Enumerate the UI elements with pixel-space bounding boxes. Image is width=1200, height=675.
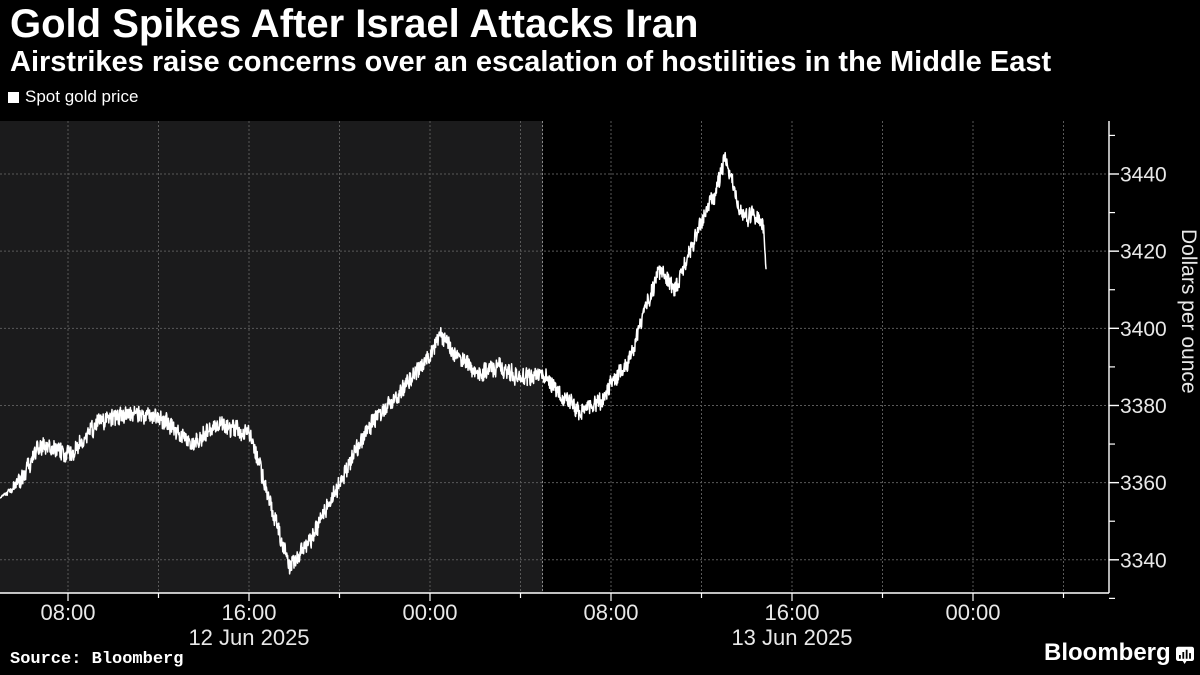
svg-text:16:00: 16:00 [764,600,819,625]
svg-text:16:00: 16:00 [221,600,276,625]
svg-text:08:00: 08:00 [583,600,638,625]
svg-text:3380: 3380 [1120,395,1167,418]
svg-text:13 Jun 2025: 13 Jun 2025 [731,625,852,650]
svg-text:00:00: 00:00 [945,600,1000,625]
svg-text:3440: 3440 [1120,164,1167,187]
svg-text:3360: 3360 [1120,472,1167,495]
svg-text:00:00: 00:00 [402,600,457,625]
svg-text:08:00: 08:00 [40,600,95,625]
svg-text:3400: 3400 [1120,318,1167,341]
svg-text:3420: 3420 [1120,241,1167,264]
svg-text:12 Jun 2025: 12 Jun 2025 [188,625,309,650]
svg-text:3340: 3340 [1120,549,1167,572]
